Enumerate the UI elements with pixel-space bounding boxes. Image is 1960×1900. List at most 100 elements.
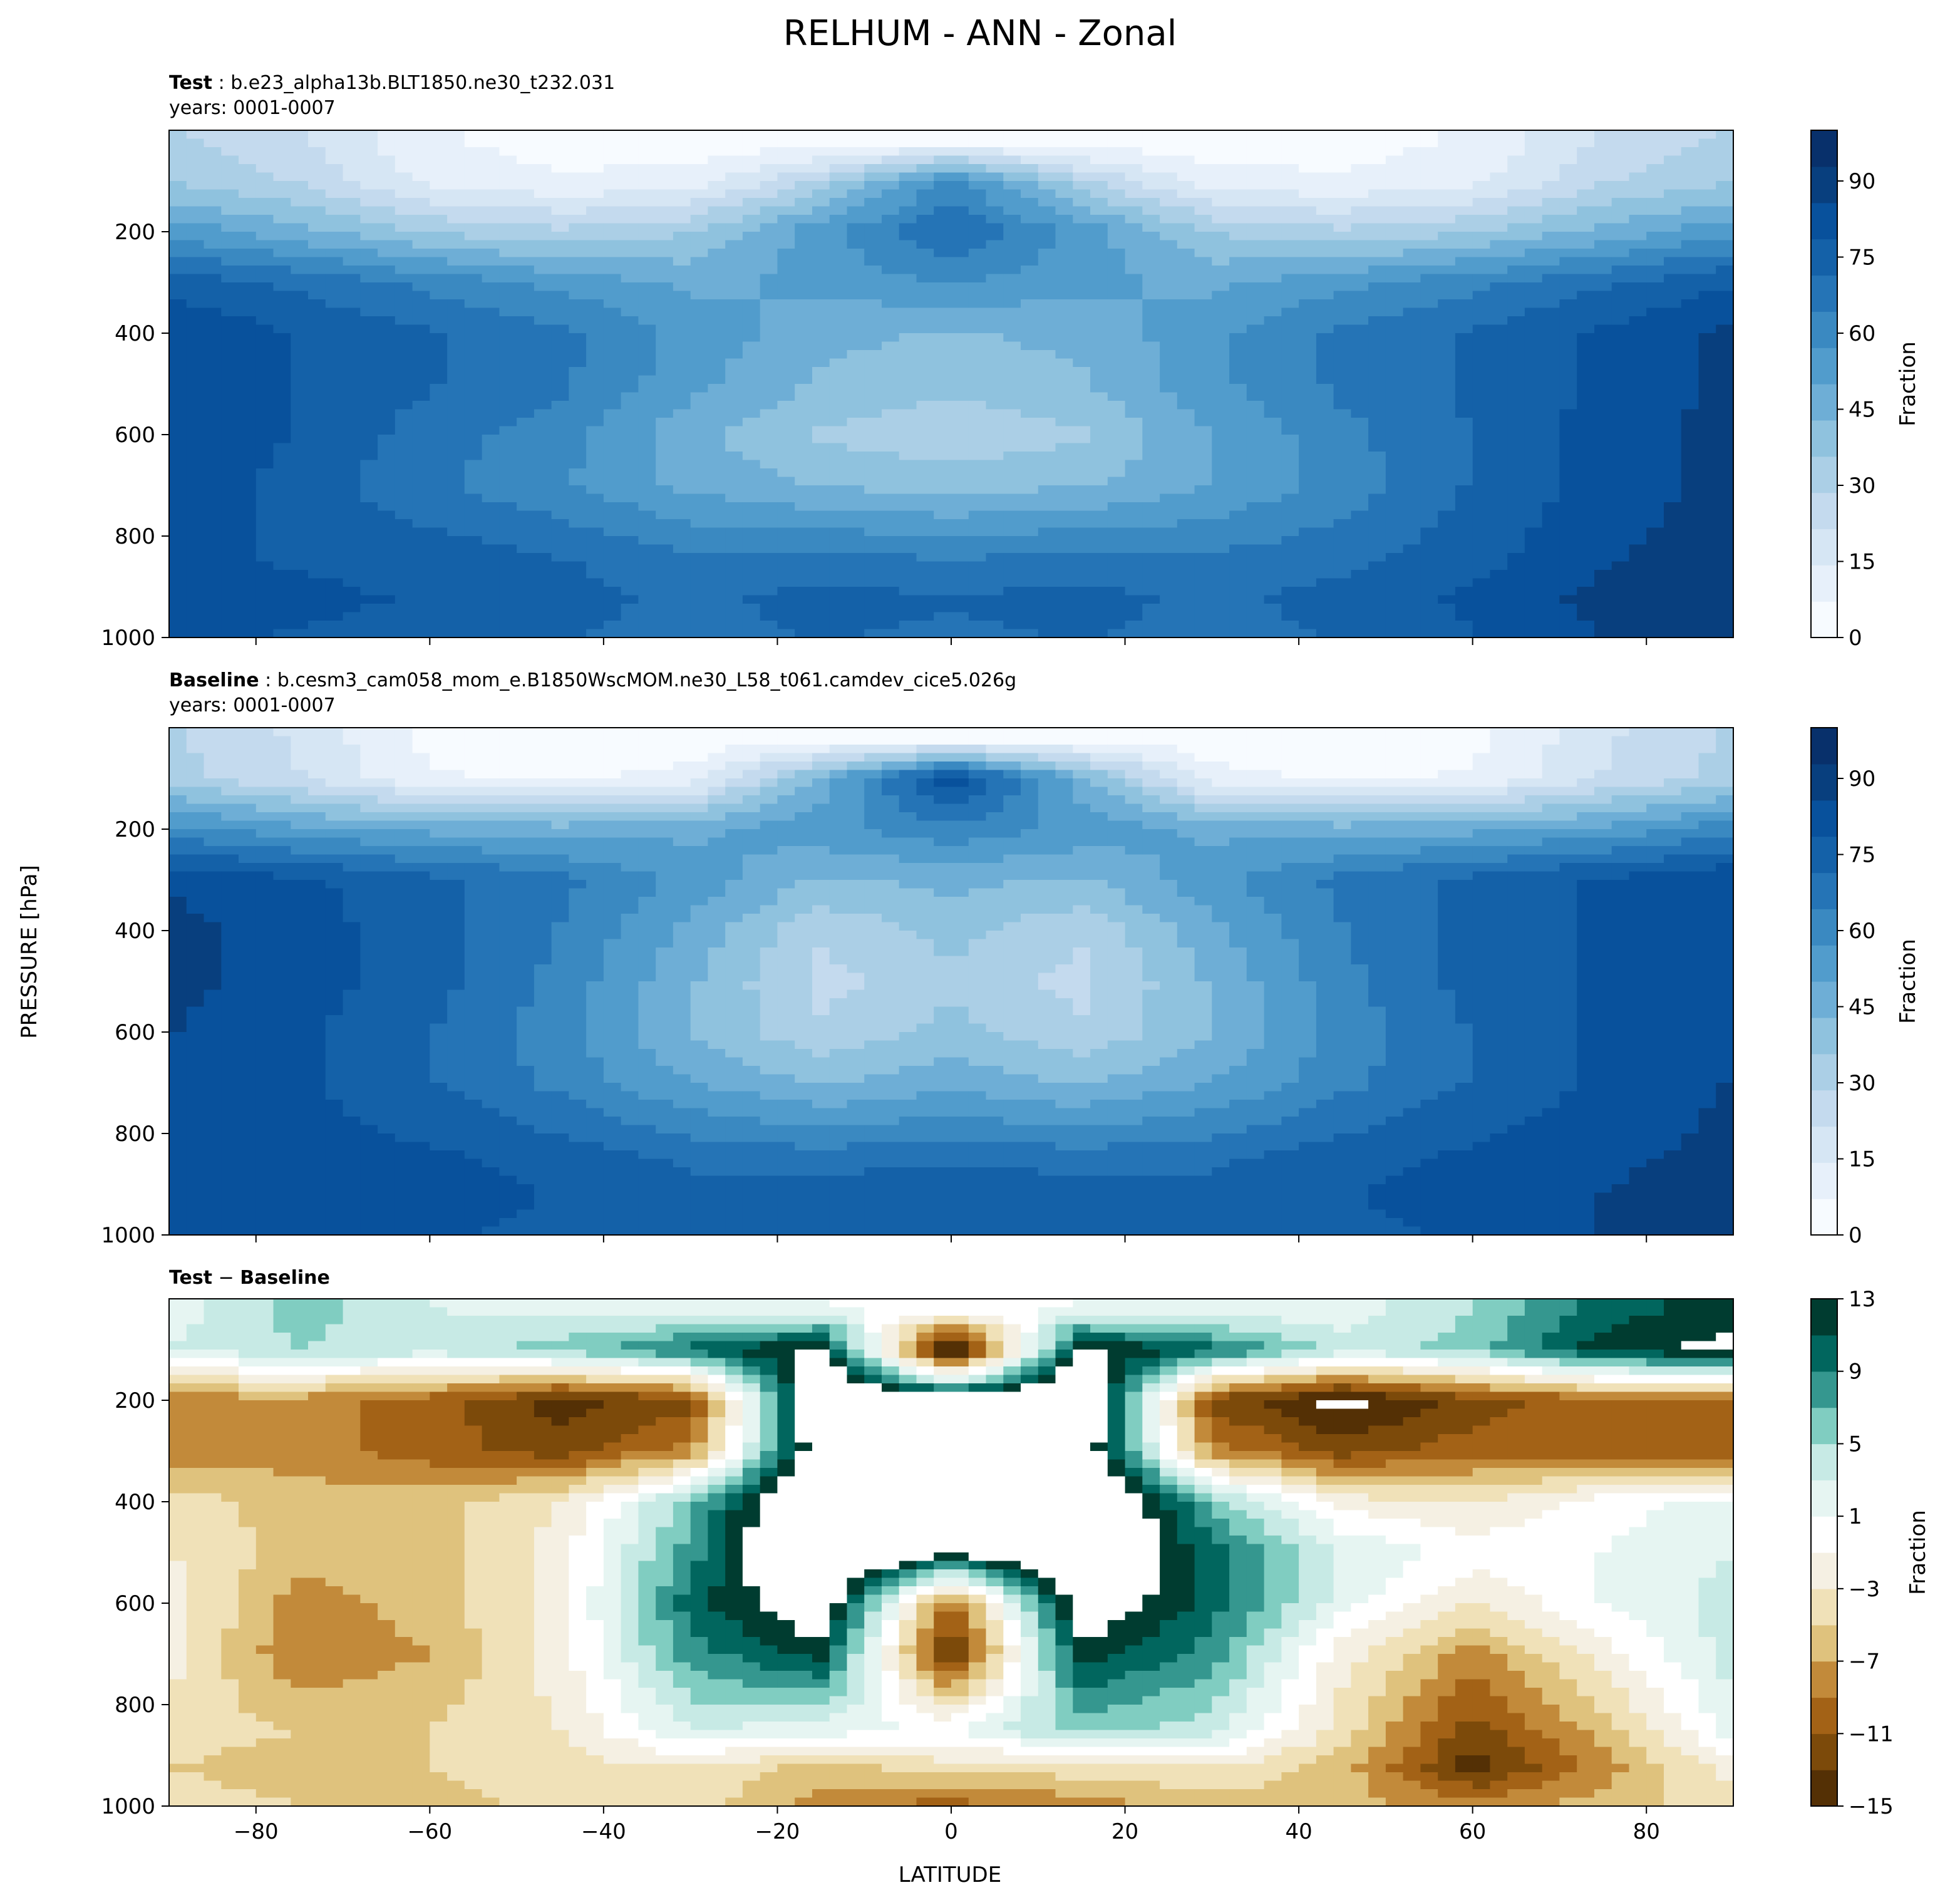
contour-cell — [812, 443, 830, 452]
contour-cell — [395, 502, 413, 512]
contour-cell — [725, 409, 743, 418]
contour-cell — [1698, 452, 1717, 461]
contour-cell — [951, 223, 969, 232]
contour-cell — [1629, 206, 1648, 215]
contour-cell — [1125, 240, 1143, 249]
contour-cell — [1229, 147, 1247, 157]
contour-cell — [378, 502, 396, 512]
contour-cell — [621, 468, 639, 478]
contour-cell — [221, 468, 239, 478]
contour-cell — [1611, 206, 1630, 215]
contour-cell — [586, 215, 604, 224]
contour-cell — [1316, 510, 1334, 520]
contour-cell — [551, 155, 570, 165]
contour-cell — [464, 240, 483, 249]
contour-cell — [186, 291, 205, 300]
contour-cell — [1316, 578, 1334, 587]
contour-cell — [378, 358, 396, 368]
contour-cell — [204, 274, 222, 283]
contour-cell — [656, 460, 674, 469]
contour-cell — [1611, 155, 1630, 165]
contour-cell — [221, 519, 239, 529]
contour-cell — [1333, 435, 1352, 444]
contour-cell — [621, 578, 639, 587]
contour-cell — [882, 384, 900, 393]
contour-cell — [1664, 435, 1682, 444]
contour-cell — [1090, 350, 1108, 359]
contour-cell — [551, 138, 570, 148]
contour-cell — [273, 587, 292, 596]
contour-cell — [1681, 299, 1700, 309]
contour-cell — [1351, 409, 1369, 418]
contour-cell — [1299, 561, 1317, 571]
contour-cell — [1299, 138, 1317, 148]
contour-cell — [186, 510, 205, 520]
contour-cell — [899, 266, 917, 275]
contour-cell — [482, 570, 500, 579]
contour-cell — [1629, 333, 1648, 343]
contour-cell — [1107, 570, 1126, 579]
contour-cell — [1438, 240, 1456, 249]
contour-cell — [986, 206, 1004, 215]
contour-cell — [1003, 452, 1021, 461]
contour-cell — [464, 401, 483, 410]
contour-cell — [1194, 249, 1213, 258]
contour-cell — [291, 341, 309, 351]
contour-cell — [395, 333, 413, 343]
contour-cell — [621, 493, 639, 503]
contour-cell — [1472, 587, 1491, 596]
contour-cell — [482, 333, 500, 343]
contour-cell — [343, 316, 361, 326]
contour-cell — [412, 570, 431, 579]
contour-cell — [847, 299, 865, 309]
contour-cell — [325, 460, 344, 469]
contour-cell — [482, 316, 500, 326]
contour-cell — [1351, 460, 1369, 469]
contour-cell — [1698, 367, 1717, 376]
contour-cell — [1577, 138, 1595, 148]
contour-cell — [534, 435, 552, 444]
contour-cell — [1681, 181, 1700, 190]
contour-cell — [378, 164, 396, 173]
contour-cell — [1542, 215, 1560, 224]
contour-cell — [951, 350, 969, 359]
contour-cell — [1438, 232, 1456, 241]
contour-cell — [1438, 257, 1456, 266]
contour-cell — [1090, 223, 1108, 232]
contour-cell — [690, 502, 709, 512]
contour-cell — [1542, 291, 1560, 300]
contour-cell — [1524, 493, 1543, 503]
contour-cell — [777, 435, 795, 444]
contour-cell — [603, 452, 622, 461]
contour-cell — [864, 409, 882, 418]
contour-cell — [325, 198, 344, 207]
contour-cell — [829, 291, 848, 300]
contour-cell — [1212, 257, 1230, 266]
contour-cell — [777, 172, 795, 182]
contour-cell — [221, 181, 239, 190]
contour-cell — [638, 130, 656, 140]
contour-cell — [1281, 553, 1299, 562]
contour-cell — [1664, 164, 1682, 173]
contour-cell — [742, 350, 761, 359]
contour-cell — [725, 257, 743, 266]
contour-cell — [934, 392, 952, 401]
contour-cell — [934, 527, 952, 537]
contour-cell — [1698, 544, 1717, 554]
contour-cell — [1716, 367, 1733, 376]
contour-cell — [169, 536, 187, 545]
contour-cell — [1594, 418, 1612, 427]
contour-cell — [742, 198, 761, 207]
contour-cell — [395, 468, 413, 478]
contour-cell — [603, 595, 622, 604]
contour-cell — [1142, 375, 1160, 385]
contour-cell — [569, 181, 587, 190]
contour-cell — [1594, 307, 1612, 317]
contour-cell — [1194, 367, 1213, 376]
contour-cell — [395, 553, 413, 562]
contour-cell — [1316, 341, 1334, 351]
contour-cell — [1577, 485, 1595, 495]
contour-cell — [899, 544, 917, 554]
contour-cell — [864, 164, 882, 173]
contour-cell — [1229, 587, 1247, 596]
